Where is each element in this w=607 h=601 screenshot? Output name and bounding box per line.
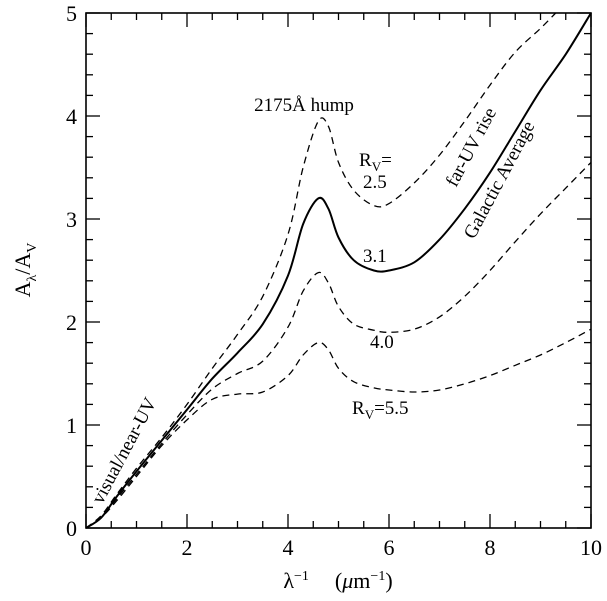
series-line-0 [85,12,557,529]
annotation-hump: 2175Å hump [254,95,354,116]
axis-tick-labels: 0 2 4 6 8 10 0 1 2 3 4 5 [66,1,602,560]
series-line-3 [85,328,592,529]
annotation-2-5: 2.5 [363,172,387,193]
y-tick-label: 5 [66,1,77,26]
x-tick-label: 0 [81,535,92,560]
axis-ticks [85,12,592,529]
annotation-4-0: 4.0 [370,332,394,353]
y-tick-label: 2 [66,310,77,335]
annotation-rv-prefix: RV= [359,150,392,174]
series-line-2 [85,161,592,529]
x-tick-label: 2 [182,535,193,560]
y-tick-label: 1 [66,413,77,438]
y-tick-label: 3 [66,207,77,232]
y-axis-title: Aλ/AV [10,243,40,298]
series-line-1 [85,12,592,529]
x-tick-label: 6 [384,535,395,560]
x-tick-label: 4 [283,535,294,560]
x-tick-label: 8 [485,535,496,560]
annotation-3-1: 3.1 [363,246,387,267]
series-curves [85,12,592,529]
y-tick-label: 4 [66,104,77,129]
x-axis-title: λ−1 (μm−1) [283,568,392,593]
annotation-rv-5-5: RV=5.5 [352,398,409,422]
y-tick-label: 0 [66,516,77,541]
x-tick-label: 10 [580,535,602,560]
